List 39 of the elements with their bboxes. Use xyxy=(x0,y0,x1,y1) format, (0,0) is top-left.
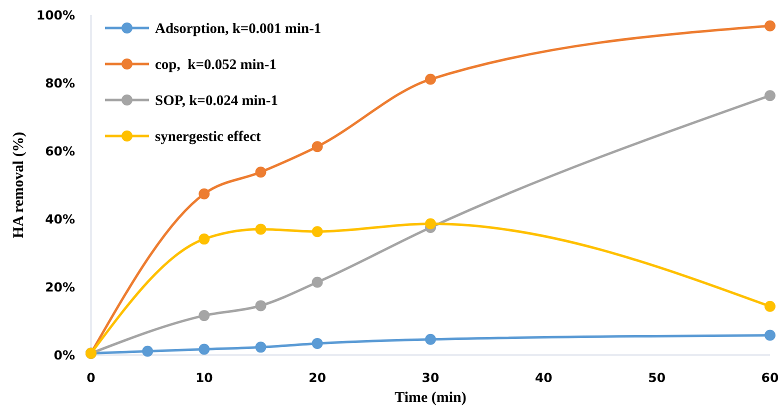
point xyxy=(255,342,266,353)
x-tick-label: 50 xyxy=(648,370,666,385)
y-tick-label: 20% xyxy=(45,279,76,294)
legend-label: synergestic effect xyxy=(155,129,262,146)
point xyxy=(198,310,210,322)
point xyxy=(255,166,266,178)
x-tick-label: 20 xyxy=(308,370,326,385)
x-tick-label: 40 xyxy=(534,370,553,385)
point xyxy=(425,334,436,345)
point xyxy=(198,344,210,355)
point xyxy=(198,234,210,245)
point xyxy=(142,346,154,357)
point xyxy=(312,226,323,238)
point xyxy=(425,218,436,230)
y-tick-label: 100% xyxy=(36,7,76,22)
point xyxy=(255,300,266,312)
legend-label: cop, k=0.052 min-1 xyxy=(155,57,276,74)
point xyxy=(312,338,323,349)
point xyxy=(255,224,266,235)
x-tick-label: 30 xyxy=(422,370,440,385)
x-tick-label: 0 xyxy=(86,370,96,385)
point xyxy=(198,188,210,200)
y-tick-label: 60% xyxy=(45,143,76,158)
point xyxy=(425,74,436,85)
point xyxy=(764,20,776,32)
x-axis-title: Time (min) xyxy=(394,390,466,406)
point xyxy=(312,141,323,152)
point xyxy=(764,330,776,341)
point xyxy=(764,300,776,312)
y-tick-label: 80% xyxy=(45,75,76,90)
x-tick-label: 10 xyxy=(195,370,214,385)
point xyxy=(764,90,776,102)
legend-label: SOP, k=0.024 min-1 xyxy=(155,93,278,110)
y-tick-label: 0% xyxy=(54,347,76,362)
legend-label: Adsorption, k=0.001 min-1 xyxy=(155,21,322,38)
point xyxy=(312,276,323,288)
x-tick-label: 60 xyxy=(761,370,779,385)
y-tick-label: 40% xyxy=(45,211,76,226)
y-axis-title: HA removal (%) xyxy=(11,132,27,238)
